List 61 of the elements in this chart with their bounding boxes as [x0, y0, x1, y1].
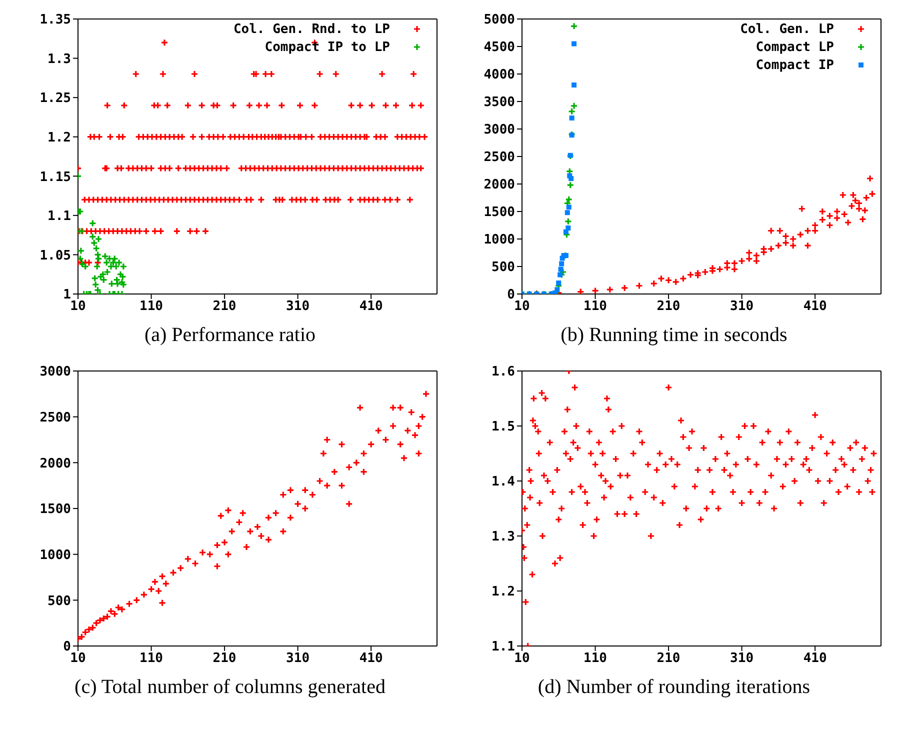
x-axis-title: (a) Performance ratio [144, 324, 316, 347]
x-tick-label: 310 [286, 299, 310, 314]
legend-label: Col. Gen. LP [740, 22, 834, 36]
x-tick-label: 10 [514, 651, 530, 666]
x-tick-label: 410 [359, 299, 383, 314]
y-tick-label: 1.05 [40, 248, 71, 264]
y-tick-label: 2500 [484, 150, 516, 166]
y-tick-label: 1500 [40, 502, 72, 518]
x-tick-label: 410 [803, 651, 827, 666]
y-tick-label: 1500 [484, 205, 516, 220]
y-tick-label: 500 [492, 260, 516, 276]
x-tick-label: 210 [656, 299, 680, 314]
x-tick-label: 110 [584, 651, 608, 666]
y-tick-label: 500 [48, 594, 72, 609]
y-tick-label: 2000 [484, 178, 516, 193]
x-tick-label: 210 [212, 651, 236, 666]
y-tick-label: 2000 [40, 456, 72, 472]
x-tick-label: 210 [656, 651, 680, 666]
y-tick-label: 3500 [484, 95, 516, 110]
legend-label: Compact IP to LP [264, 40, 390, 54]
x-tick-label: 10 [514, 299, 530, 314]
y-tick-label: 1.4 [492, 474, 516, 490]
legend-label: Col. Gen. Rnd. to LP [233, 22, 390, 36]
legend-label: Compact LP [756, 40, 834, 54]
y-tick-label: 3000 [40, 364, 72, 380]
y-tick-label: 1.2 [492, 584, 515, 600]
x-tick-label: 310 [730, 299, 754, 314]
y-tick-label: 1000 [40, 548, 72, 563]
x-tick-label: 410 [803, 299, 827, 314]
legend-label: Compact IP [756, 58, 834, 72]
y-tick-label: 1.2 [48, 130, 71, 146]
x-tick-label: 310 [730, 651, 754, 666]
y-tick-label: 3000 [484, 122, 516, 138]
y-tick-label: 4500 [484, 40, 516, 56]
y-tick-label: 5000 [484, 12, 516, 28]
x-tick-label: 110 [140, 299, 164, 314]
x-tick-label: 10 [70, 651, 86, 666]
x-tick-label: 110 [140, 651, 164, 666]
y-tick-label: 1.6 [492, 364, 516, 380]
y-tick-label: 2500 [40, 410, 72, 426]
x-axis-title: (d) Number of rounding iterations [538, 676, 810, 699]
y-tick-label: 0 [507, 288, 516, 303]
y-tick-label: 0 [63, 640, 72, 655]
x-axis-title: (c) Total number of columns generated [74, 676, 386, 699]
y-tick-label: 1.5 [492, 420, 515, 435]
y-tick-label: 1.3 [492, 530, 515, 545]
y-tick-label: 1.35 [40, 12, 71, 28]
y-tick-label: 1.25 [40, 91, 71, 106]
y-tick-label: 1 [63, 288, 72, 303]
y-tick-label: 1.3 [48, 52, 71, 67]
x-tick-label: 210 [212, 299, 236, 314]
y-tick-label: 1.15 [40, 170, 71, 185]
x-tick-label: 410 [359, 651, 383, 666]
x-tick-label: 10 [70, 299, 86, 314]
x-axis-title: (b) Running time in seconds [560, 324, 788, 347]
x-tick-label: 110 [584, 299, 608, 314]
y-tick-label: 1.1 [492, 640, 516, 655]
y-tick-label: 4000 [484, 68, 516, 83]
y-tick-label: 1000 [484, 232, 516, 248]
y-tick-label: 1.1 [48, 209, 72, 224]
x-tick-label: 310 [286, 651, 310, 666]
